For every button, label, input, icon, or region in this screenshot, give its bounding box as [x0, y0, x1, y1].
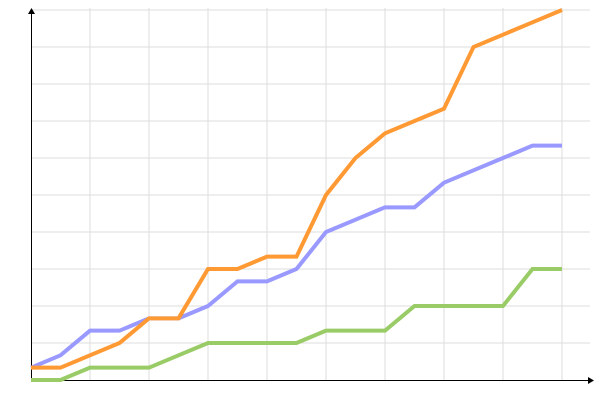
series-line-2 — [31, 8, 563, 370]
series-line-1 — [30, 143, 562, 370]
axes — [28, 8, 594, 384]
series-lines — [30, 8, 563, 382]
y-axis-arrow — [28, 8, 35, 14]
series-line-3 — [31, 267, 562, 382]
grid — [31, 8, 590, 380]
x-axis-arrow — [588, 377, 594, 384]
